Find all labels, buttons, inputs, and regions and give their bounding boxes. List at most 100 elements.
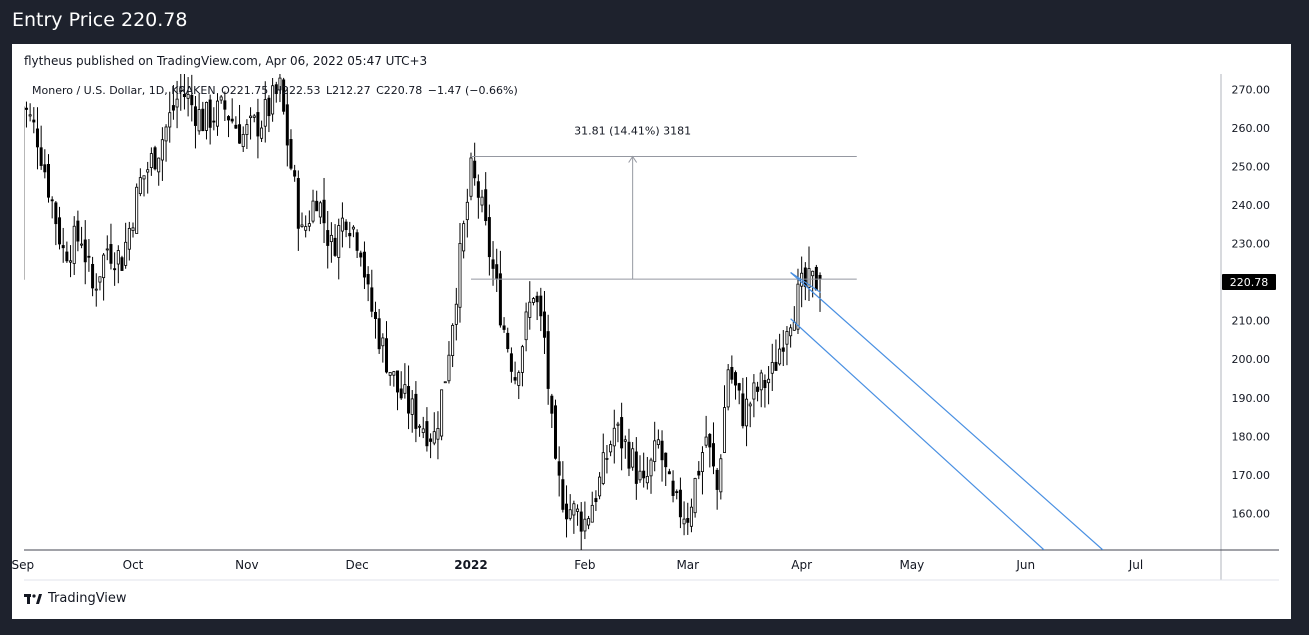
price-chart[interactable]: 31.81 (14.41%) 3181 160.00 170.00 180.00 19…: [12, 44, 1291, 619]
channel-line-lower[interactable]: [790, 318, 1045, 550]
candle: [245, 119, 249, 150]
candle: [18, 276, 20, 286]
measure-arrow-head: [628, 155, 638, 163]
candle: [24, 106, 25, 280]
candle: [267, 95, 271, 133]
candle: [491, 241, 495, 286]
legend-open: O221.75: [221, 84, 269, 97]
candle: [572, 500, 576, 534]
measure-label: 31.81 (14.41%) 3181: [574, 125, 691, 138]
candle: [447, 341, 451, 384]
candle: [58, 206, 62, 250]
candle: [708, 433, 712, 468]
tradingview-brand[interactable]: TradingView: [24, 591, 127, 606]
candle: [197, 93, 201, 135]
candle: [748, 401, 752, 428]
candle: [590, 491, 594, 523]
candle: [770, 343, 774, 392]
candle: [682, 501, 686, 536]
candle: [124, 222, 128, 269]
candle: [186, 77, 190, 117]
candle: [568, 494, 572, 521]
y-axis: 160.00 170.00 180.00 190.00 200.00 210.00 220.…: [1232, 83, 1271, 520]
candle: [535, 291, 539, 321]
candle: [351, 225, 355, 238]
candle: [814, 264, 818, 291]
candle: [138, 168, 142, 197]
candle: [322, 177, 326, 244]
candles-layer: [18, 74, 822, 550]
candle: [193, 95, 197, 149]
last-price-tag-bg: [1222, 274, 1276, 290]
publisher-line[interactable]: flytheus published on TradingView.com, A…: [24, 54, 428, 68]
candle: [811, 270, 815, 298]
candle: [285, 87, 289, 167]
last-price-tag-text: 220.78: [1230, 276, 1269, 289]
candle: [65, 241, 69, 263]
candle: [87, 238, 91, 272]
candle: [524, 302, 528, 352]
candle: [153, 145, 157, 171]
candle: [561, 461, 565, 513]
candle: [711, 422, 715, 475]
candle: [241, 126, 245, 152]
candle: [146, 161, 150, 194]
candle: [91, 256, 95, 297]
candle: [458, 223, 462, 323]
candle: [355, 229, 359, 258]
ohlc-legend: Monero / U.S. Dollar, 1D, KRAKEN O221.75…: [32, 84, 520, 97]
candle: [789, 324, 793, 348]
candle: [542, 291, 546, 354]
legend-symbol[interactable]: Monero / U.S. Dollar, 1D, KRAKEN: [32, 84, 216, 97]
candle: [72, 216, 76, 275]
channel-line-upper[interactable]: [790, 272, 1104, 550]
candle: [410, 390, 414, 433]
candle: [304, 215, 308, 238]
candle: [649, 457, 653, 494]
candle: [50, 196, 54, 219]
tradingview-brand-text: TradingView: [48, 591, 127, 606]
candle: [726, 364, 730, 411]
candle: [362, 241, 366, 290]
drawings-layer[interactable]: 31.81 (14.41%) 3181: [471, 125, 1104, 550]
candle: [465, 188, 469, 238]
candle: [311, 189, 315, 224]
candle: [557, 446, 561, 497]
candle: [135, 183, 139, 234]
x-tick-label: 2022: [454, 558, 487, 572]
candle: [359, 250, 363, 267]
x-tick-label: Jun: [1015, 558, 1035, 572]
legend-close: C220.78: [376, 84, 423, 97]
candle: [293, 164, 297, 182]
candle: [513, 361, 517, 385]
candle: [638, 455, 642, 483]
candle: [377, 308, 381, 354]
candle: [664, 452, 668, 486]
candle: [550, 393, 554, 428]
candle: [149, 147, 153, 176]
candle: [219, 94, 223, 104]
candle: [509, 347, 513, 383]
candle: [531, 297, 535, 306]
candle: [631, 442, 635, 471]
candle: [620, 402, 624, 471]
candle: [462, 220, 466, 259]
candle: [689, 498, 693, 533]
y-tick-label: 170.00: [1232, 469, 1271, 482]
candle: [454, 287, 458, 341]
x-tick-label: Oct: [123, 558, 144, 572]
candle: [384, 321, 388, 374]
candle: [539, 287, 543, 332]
last-price-tag: 220.78: [1222, 274, 1276, 290]
channel-cap: [790, 271, 821, 293]
candle: [436, 411, 440, 460]
candle: [69, 245, 73, 278]
candle: [609, 440, 613, 457]
candle: [76, 210, 80, 252]
candle: [576, 504, 580, 526]
candle: [778, 333, 782, 366]
legend-high: H222.53: [273, 84, 321, 97]
candle: [164, 124, 168, 162]
candle: [517, 370, 521, 400]
candle: [407, 365, 411, 430]
